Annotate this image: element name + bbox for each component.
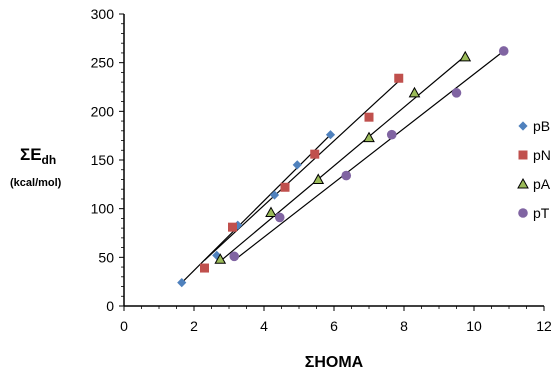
data-point-pa	[459, 50, 472, 62]
x-tick-label: 6	[330, 318, 338, 334]
data-point-pn	[228, 222, 237, 232]
y-tick-label: 300	[91, 6, 115, 22]
data-point-pt	[274, 212, 285, 223]
data-points	[177, 46, 509, 288]
data-point-pn	[280, 182, 290, 192]
data-point-pn	[200, 263, 209, 273]
trendline-pn	[204, 80, 400, 261]
trendlines	[181, 50, 505, 284]
legend-marker-pa	[517, 177, 529, 189]
legend-label-pn: pN	[533, 147, 551, 163]
data-point-pb	[292, 160, 302, 170]
data-point-pt	[341, 170, 352, 181]
legend-label-pt: pT	[533, 205, 550, 221]
y-axis-title-subscript: dh	[42, 153, 57, 167]
x-tick-label: 8	[400, 318, 408, 334]
legend-marker-pt	[518, 208, 528, 218]
x-tick-label: 0	[120, 318, 128, 334]
data-point-pb	[212, 250, 222, 260]
x-tick-label: 2	[190, 318, 198, 334]
legend-label-pb: pB	[533, 118, 550, 134]
y-axis-title-main: ΣE	[20, 145, 42, 164]
trendline-pt	[233, 50, 505, 261]
y-tick-label: 150	[91, 152, 115, 168]
data-point-pn	[364, 112, 374, 122]
y-tick-label: 0	[106, 298, 114, 314]
legend-label-pa: pA	[533, 176, 551, 192]
data-point-pb	[177, 278, 187, 288]
data-point-pb	[269, 190, 280, 200]
axes: 0 50 100 150 200 250 300 0 2 4 6 8 10 12	[91, 6, 551, 334]
legend-marker-pb	[518, 121, 528, 131]
data-point-pa	[363, 131, 375, 143]
data-point-pn	[394, 73, 404, 83]
x-tick-label: 12	[536, 318, 551, 334]
legend-marker-pn	[518, 150, 528, 160]
data-point-pa	[214, 253, 227, 264]
y-tick-label: 50	[98, 249, 114, 265]
x-tick-label: 10	[466, 318, 482, 334]
data-point-pa	[312, 173, 325, 184]
x-axis-title: ΣHOMA	[305, 354, 364, 371]
legend: pB pN pA pT	[517, 118, 551, 221]
data-point-pt	[451, 88, 462, 98]
data-point-pt	[498, 46, 509, 56]
y-axis-unit: (kcal/mol)	[10, 177, 62, 189]
y-tick-label: 100	[91, 201, 115, 217]
x-tick-label: 4	[260, 318, 268, 334]
trendline-pa	[219, 55, 466, 262]
data-point-pt	[229, 251, 240, 262]
y-tick-label: 200	[91, 103, 115, 119]
data-point-pa	[408, 86, 421, 98]
data-point-pb	[325, 130, 336, 140]
trendline-pb	[181, 134, 331, 284]
data-point-pt	[386, 129, 397, 140]
y-axis-title: ΣEdh	[20, 145, 56, 167]
data-point-pn	[310, 149, 320, 159]
y-tick-label: 250	[91, 55, 115, 71]
data-point-pa	[265, 206, 277, 218]
